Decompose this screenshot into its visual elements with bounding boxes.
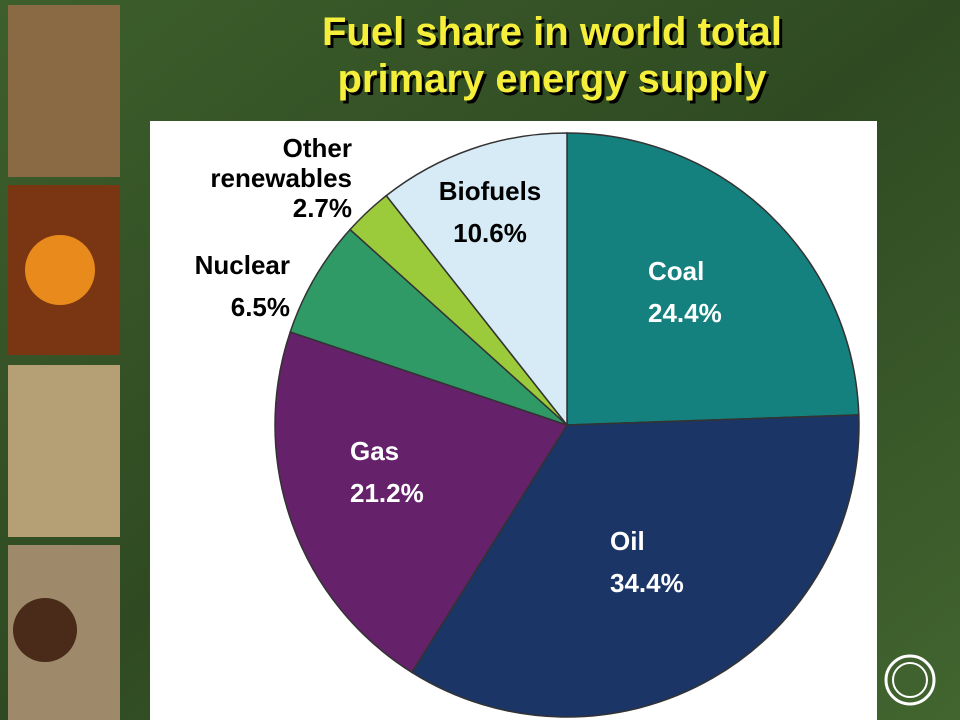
category-label-line: Other bbox=[283, 133, 352, 163]
photo-fire-glow bbox=[25, 235, 95, 305]
photo-face bbox=[13, 598, 77, 662]
category-label: Oil bbox=[610, 526, 645, 556]
title-shadow-line: primary energy supply bbox=[340, 60, 770, 104]
pie-slice bbox=[385, 132, 568, 428]
pie-slice bbox=[274, 331, 569, 674]
value-label: 24.4% bbox=[648, 298, 722, 328]
category-label-line: renewables bbox=[210, 163, 352, 193]
value-label: 2.7% bbox=[293, 193, 352, 223]
logo-inner bbox=[892, 662, 928, 698]
value-label: 6.5% bbox=[231, 292, 290, 322]
pie-slice bbox=[410, 414, 860, 718]
category-label: Gas bbox=[350, 436, 399, 466]
chart-title: primary energy supply bbox=[337, 57, 767, 101]
value-label: 10.6% bbox=[453, 218, 527, 248]
category-label: Other renewables bbox=[210, 133, 352, 193]
chart-title: Fuel share in world total bbox=[322, 10, 782, 54]
category-label: Coal bbox=[648, 256, 704, 286]
title-shadow: Fuel share in world total primary energy… bbox=[325, 13, 785, 104]
photo-wood bbox=[8, 5, 120, 177]
logo bbox=[884, 654, 936, 706]
photo-pellets bbox=[8, 365, 120, 537]
category-label: Nuclear bbox=[195, 250, 290, 280]
value-label: 34.4% bbox=[610, 568, 684, 598]
title-shadow-line: Fuel share in world total bbox=[325, 13, 785, 57]
pie-slice bbox=[566, 132, 860, 426]
value-label: 21.2% bbox=[350, 478, 424, 508]
category-label: Biofuels bbox=[439, 176, 542, 206]
pie-slice bbox=[289, 228, 568, 426]
